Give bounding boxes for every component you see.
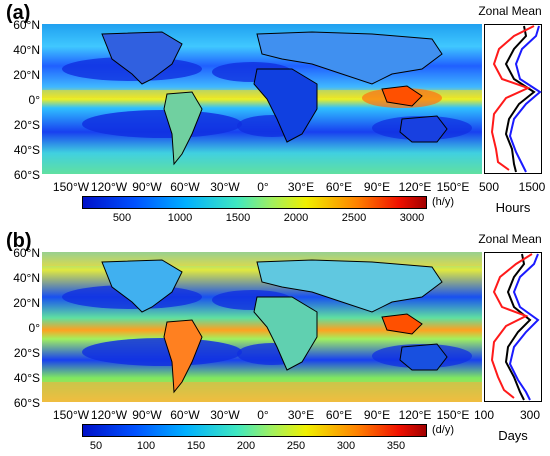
lon-label: 0°: [257, 408, 269, 422]
lon-label: 120°W: [90, 408, 128, 422]
colorbar-tick: 300: [336, 440, 356, 452]
colorbar-tick: 1500: [225, 212, 251, 224]
panel-b-zonal-axis-label: Days: [498, 428, 528, 443]
lat-label: 60°S: [13, 396, 40, 410]
colorbar-tick: 500: [112, 212, 132, 224]
lon-label: 30°E: [287, 408, 315, 422]
colorbar-tick: 200: [236, 440, 256, 452]
panel-a-colorbar-unit: (h/y): [432, 196, 454, 208]
panel-a-colorbar-ticks: 500 1000 1500 2000 2500 3000: [82, 212, 427, 226]
colorbar-tick: 2000: [283, 212, 309, 224]
lat-label: 40°N: [13, 271, 40, 285]
lon-label: 30°W: [210, 180, 240, 194]
panel-b-lon-axis: 150°W 120°W 90°W 60°W 30°W 0° 30°E 60°E …: [42, 408, 482, 424]
lat-label: 40°N: [13, 43, 40, 57]
lon-label: 90°W: [132, 180, 162, 194]
lon-label: 30°E: [287, 180, 315, 194]
lon-label: 30°W: [210, 408, 240, 422]
zonal-tick: 1500: [518, 180, 546, 194]
lon-label: 150°W: [52, 408, 90, 422]
lon-label: 90°W: [132, 408, 162, 422]
lat-label: 40°S: [13, 143, 40, 157]
panel-b-colorbar-unit: (d/y): [432, 424, 454, 436]
lon-label: 150°E: [436, 408, 470, 422]
lon-label: 150°W: [52, 180, 90, 194]
lon-label: 120°W: [90, 180, 128, 194]
lat-label: 60°N: [13, 18, 40, 32]
lon-label: 150°E: [436, 180, 470, 194]
panel-b-zonal-plot: [484, 252, 542, 402]
lat-label: 0°: [28, 321, 40, 335]
lat-label: 20°S: [13, 118, 40, 132]
panel-b-map: [42, 252, 482, 402]
lon-label: 60°E: [325, 408, 353, 422]
panel-a-lon-axis: 150°W 120°W 90°W 60°W 30°W 0° 30°E 60°E …: [42, 180, 482, 196]
panel-a-zonal-plot: [484, 24, 542, 174]
lat-label: 0°: [28, 93, 40, 107]
lat-label: 20°N: [13, 68, 40, 82]
colorbar-tick: 1000: [167, 212, 193, 224]
colorbar-tick: 100: [136, 440, 156, 452]
panel-a-label: (a): [6, 2, 31, 24]
lon-label: 90°E: [363, 408, 391, 422]
lat-label: 60°S: [13, 168, 40, 182]
panel-a-colorbar: [82, 196, 427, 209]
panel-b-zonal-title: Zonal Mean: [478, 232, 542, 246]
lon-label: 60°W: [170, 180, 200, 194]
lon-label: 60°W: [170, 408, 200, 422]
zonal-tick: 500: [478, 180, 500, 194]
panel-b-colorbar-ticks: 50 100 150 200 250 300 350: [82, 440, 427, 454]
lon-label: 0°: [257, 180, 269, 194]
panel-a-map: [42, 24, 482, 174]
colorbar-tick: 2500: [341, 212, 367, 224]
lon-label: 60°E: [325, 180, 353, 194]
colorbar-tick: 50: [89, 440, 103, 452]
panel-a-zonal-title: Zonal Mean: [478, 4, 542, 18]
panel-a-zonal-axis-label: Hours: [495, 200, 531, 215]
zonal-tick: 300: [519, 408, 541, 422]
lon-label: 120°E: [398, 408, 432, 422]
lat-label: 20°S: [13, 346, 40, 360]
panel-b-label: (b): [6, 230, 32, 252]
lat-label: 60°N: [13, 246, 40, 260]
lon-label: 90°E: [363, 180, 391, 194]
colorbar-tick: 150: [186, 440, 206, 452]
colorbar-tick: 350: [386, 440, 406, 452]
colorbar-tick: 3000: [399, 212, 425, 224]
lat-label: 20°N: [13, 296, 40, 310]
colorbar-tick: 250: [286, 440, 306, 452]
lon-label: 120°E: [398, 180, 432, 194]
panel-b-colorbar: [82, 424, 427, 437]
lat-label: 40°S: [13, 371, 40, 385]
zonal-tick: 100: [473, 408, 495, 422]
